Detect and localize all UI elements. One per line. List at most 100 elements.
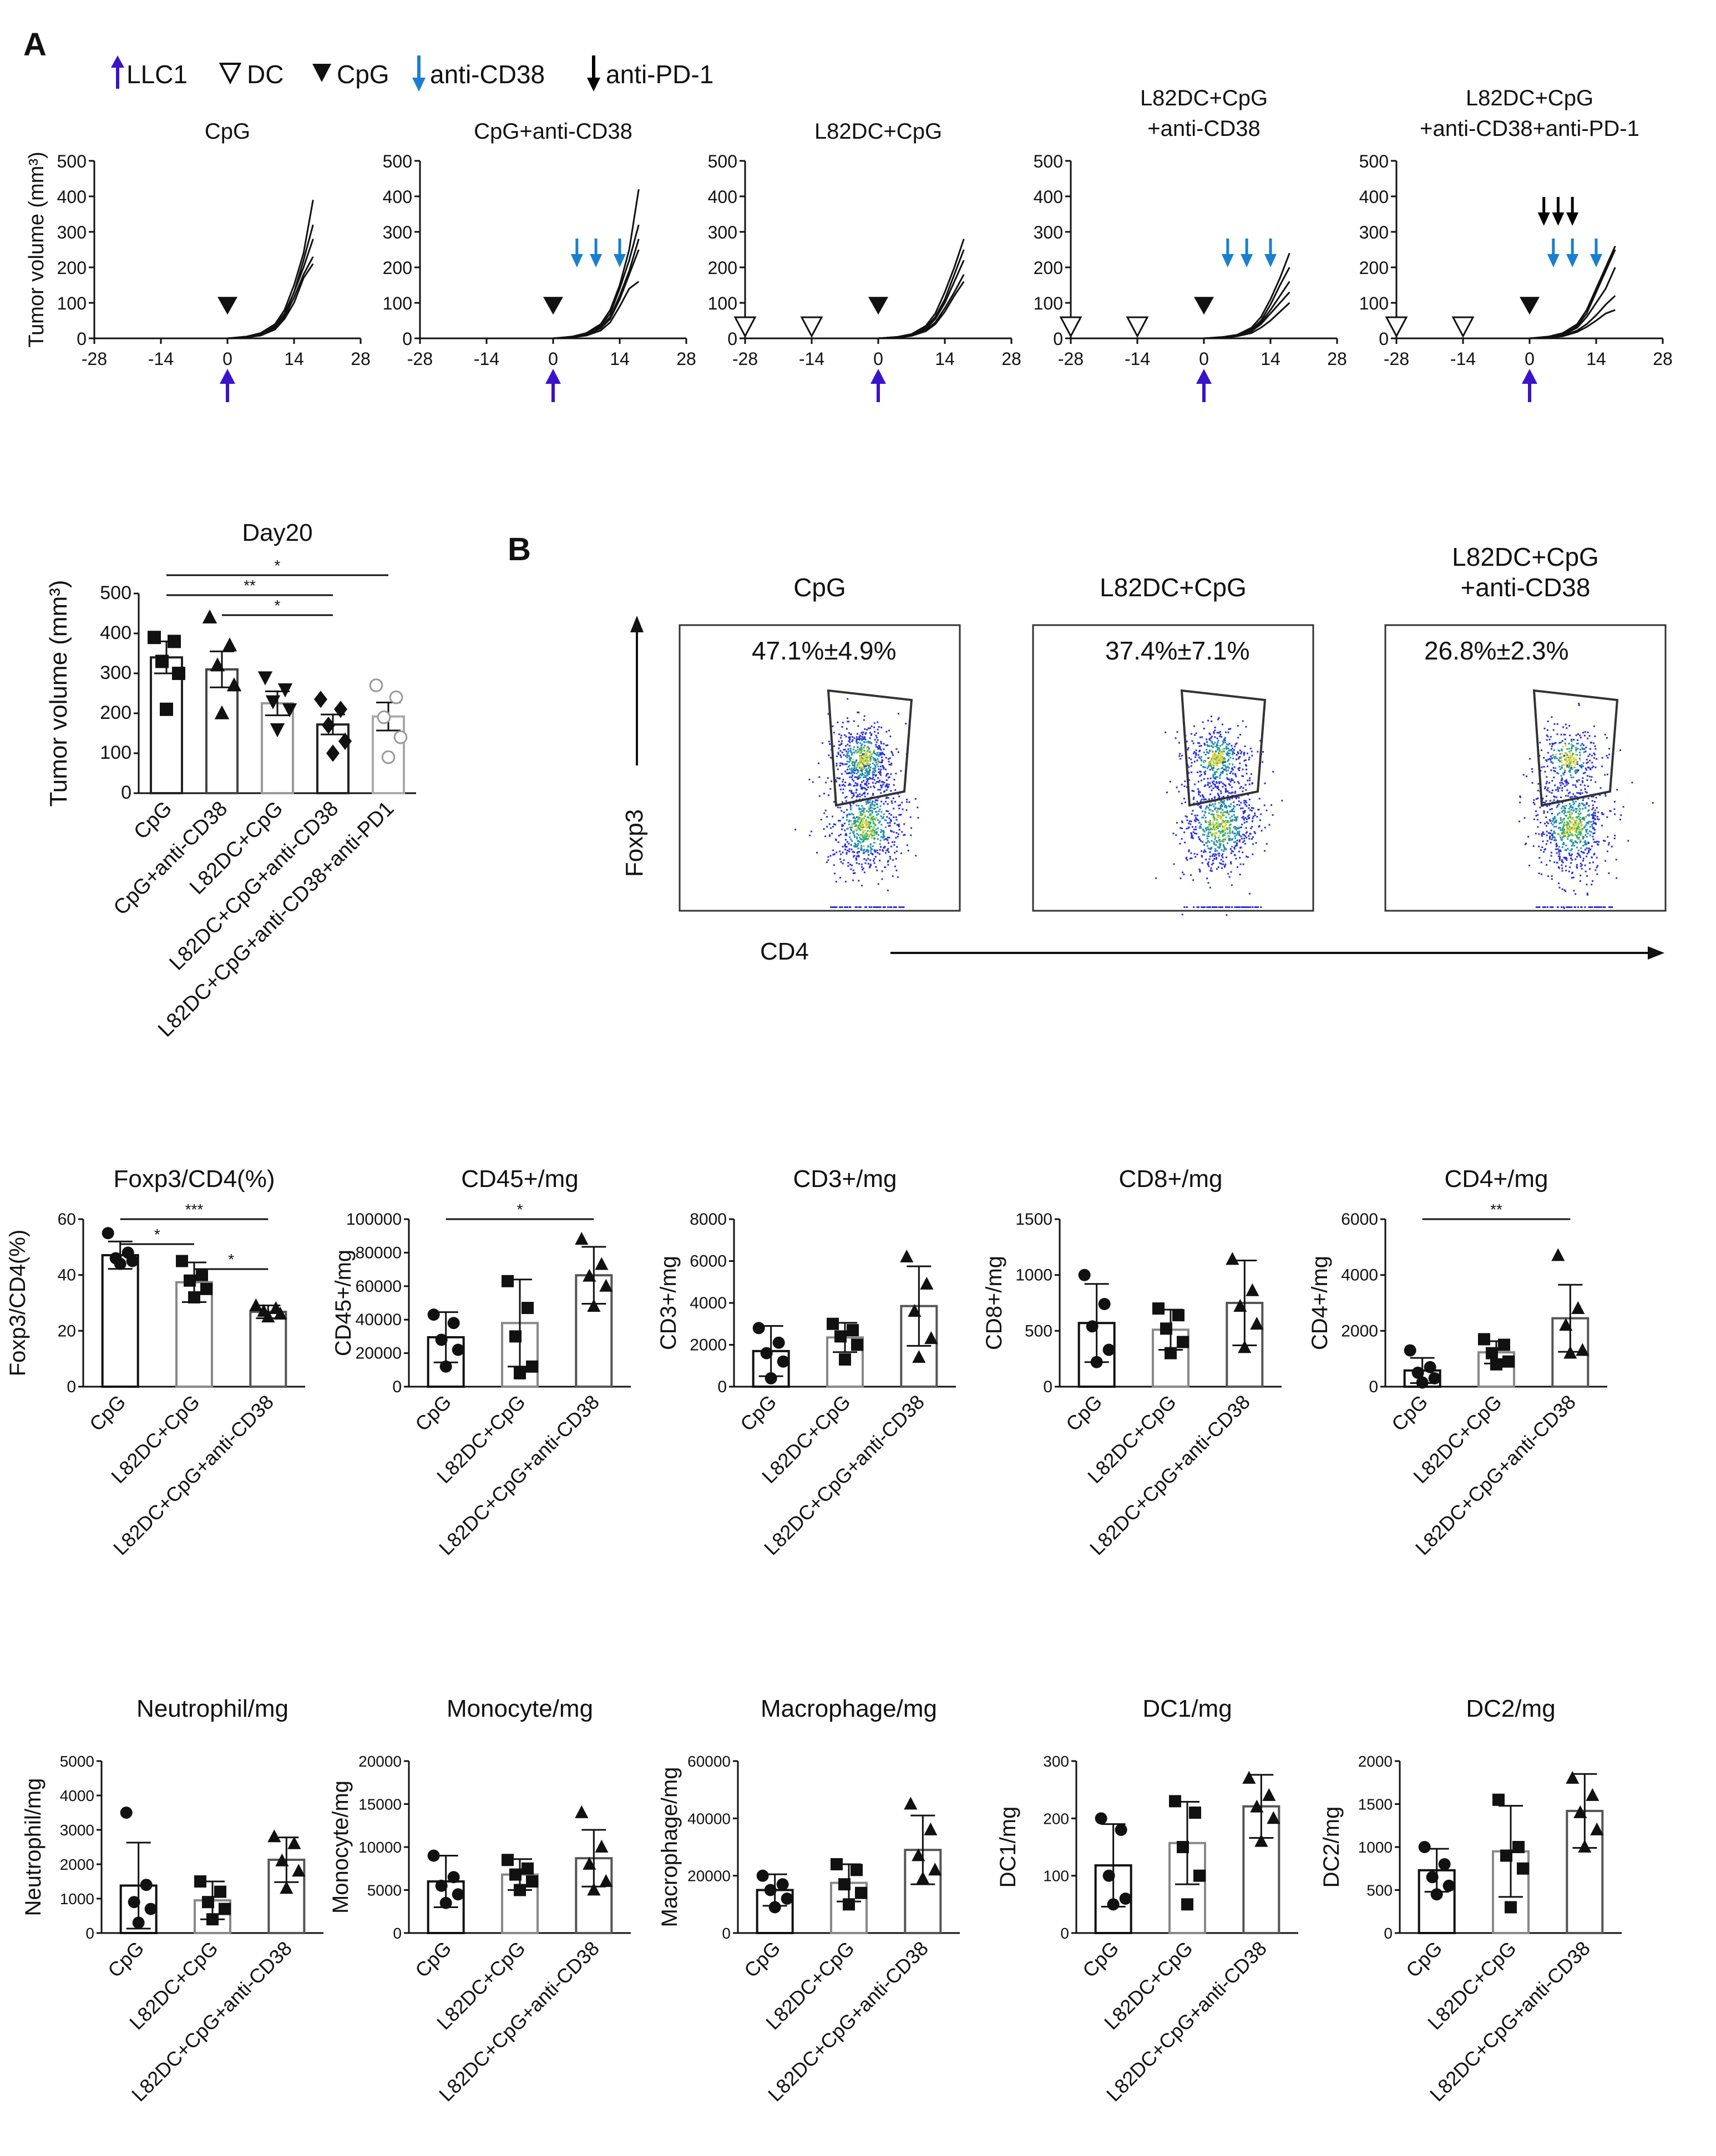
- foxp3-axis-arrow: [630, 616, 644, 765]
- chart-title: Neutrophil/mg: [136, 1695, 288, 1722]
- series-line-5: [1203, 302, 1290, 339]
- series-line-2: [1203, 267, 1290, 339]
- y-tick-label: 20000: [356, 1345, 402, 1363]
- bar-chart-macrophage-mg: Macrophage/mg Macrophage/mg 0 20000 40000 600…: [657, 1695, 960, 2106]
- anti-cd38-arrow-icon: [1264, 239, 1277, 267]
- data-point: [912, 1848, 925, 1861]
- data-point: [287, 1836, 301, 1849]
- tcell-bar-charts: Foxp3/CD4(%)Foxp3/CD4(%)0204060CpGL82DC+…: [6, 1165, 1607, 1560]
- series-line-5: [1529, 309, 1616, 339]
- x-tick-label: -28: [1384, 349, 1409, 369]
- y-tick-label: 100: [708, 293, 737, 313]
- data-point: [1250, 1799, 1264, 1813]
- llc1-arrow-icon: [220, 369, 235, 402]
- data-point: [1512, 1841, 1525, 1853]
- data-point: [765, 1372, 777, 1384]
- x-tick-label: 14: [1261, 349, 1280, 369]
- chart-title: L82DC+CpG: [814, 119, 942, 144]
- y-tick-label: 100: [1043, 1868, 1069, 1885]
- legend-dc-triangle-icon: [219, 63, 242, 85]
- series-line-5: [878, 281, 965, 339]
- data-point: [322, 717, 335, 734]
- flow-plot-frame: [1384, 624, 1667, 912]
- y-tick-label: 300: [1359, 222, 1389, 242]
- cpg-marker-icon: [1520, 297, 1540, 315]
- y-tick-label: 100: [100, 742, 131, 763]
- tumor-chart-3: L82DC+CpG 0 100 200 300 400 500 -28 -14 0 14 28: [708, 119, 1021, 402]
- data-point: [435, 1333, 448, 1346]
- data-point: [282, 703, 297, 718]
- y-tick-label: 300: [100, 662, 131, 683]
- x-category-label: CpG: [129, 797, 176, 844]
- data-point: [772, 1336, 785, 1349]
- y-tick-label: 6000: [690, 1252, 727, 1271]
- x-category-label: CpG: [1061, 1391, 1106, 1435]
- data-point: [587, 1883, 601, 1896]
- y-tick-label: 0: [121, 782, 131, 803]
- data-point: [1424, 1361, 1436, 1373]
- data-point: [265, 695, 281, 709]
- data-point: [1102, 1869, 1115, 1882]
- llc1-arrow-icon: [545, 369, 561, 402]
- anti-cd38-arrow-icon: [614, 239, 626, 267]
- data-point: [1267, 1811, 1280, 1824]
- y-tick-label: 0: [392, 1378, 402, 1396]
- data-point: [219, 1903, 231, 1915]
- x-tick-label: 28: [1327, 349, 1347, 369]
- data-point: [509, 1868, 522, 1881]
- y-tick-label: 200: [57, 258, 87, 278]
- data-point: [595, 1839, 609, 1853]
- y-tick-label: 1000: [1358, 1839, 1393, 1856]
- data-point: [155, 655, 169, 668]
- flow-event-cloud: [794, 698, 919, 908]
- day20-bar-chart: Day20 Tumor volume (mm³) 0 100 200 300 400 500 C…: [45, 519, 416, 1042]
- chart-title: CD4+/mg: [1444, 1165, 1548, 1193]
- x-tick-label: -28: [82, 349, 107, 369]
- y-tick-label: 4000: [60, 1787, 94, 1804]
- data-point: [439, 1360, 452, 1373]
- bar-chart-neutrophil-mg: Neutrophil/mg Neutrophil/mg 0 1000 2000 3000 4…: [21, 1695, 323, 2106]
- treg-gate: [1532, 689, 1619, 807]
- y-tick-label: 500: [57, 151, 87, 171]
- data-point: [904, 1797, 918, 1810]
- data-point: [132, 1916, 145, 1929]
- y-tick-label: 100: [57, 293, 87, 313]
- data-point: [427, 1849, 440, 1862]
- data-point: [1563, 1346, 1577, 1359]
- legend-cpg-triangle-icon: [312, 64, 331, 82]
- data-point: [447, 1317, 460, 1330]
- data-point: [1233, 1298, 1247, 1312]
- data-point: [1590, 1822, 1604, 1835]
- cpg-marker-icon: [217, 297, 237, 315]
- y-tick-label: 40000: [356, 1311, 402, 1329]
- flow-plot-frame: [1032, 624, 1314, 912]
- y-tick-label: 60: [58, 1210, 76, 1229]
- bar-chart-dc2-mg: DC2/mgDC2/mg0500100015002000CpGL82DC+CpG…: [1319, 1695, 1622, 2106]
- y-tick-label: 200: [1359, 258, 1389, 278]
- y-axis-label: Tumor volume (mm³): [25, 151, 48, 347]
- bar-chart-foxp3-cd4-: Foxp3/CD4(%)Foxp3/CD4(%)0204060CpGL82DC+…: [6, 1165, 305, 1560]
- chart-title: DC2/mg: [1466, 1695, 1555, 1722]
- y-tick-label: 60000: [356, 1277, 402, 1296]
- data-point: [114, 1257, 126, 1270]
- flow-percentage: 47.1%±4.9%: [752, 636, 897, 665]
- data-point: [599, 1874, 613, 1887]
- significance-label: **: [1490, 1201, 1502, 1218]
- x-category-label: CpG: [1401, 1937, 1446, 1982]
- y-tick-label: 0: [727, 329, 737, 349]
- y-tick-label: 500: [100, 582, 131, 603]
- y-tick-label: 200: [383, 258, 412, 278]
- y-tick-label: 1500: [1015, 1210, 1052, 1229]
- bar-chart-cd4-mg: CD4+/mgCD4+/mg0200040006000CpGL82DC+CpGL…: [1308, 1165, 1607, 1560]
- data-point: [1578, 1839, 1592, 1853]
- data-point: [261, 1309, 275, 1323]
- data-point: [1115, 1824, 1127, 1836]
- llc1-arrow-icon: [1196, 369, 1212, 402]
- data-point: [1551, 1248, 1565, 1261]
- y-tick-label: 200: [1043, 1810, 1069, 1827]
- y-tick-label: 15000: [358, 1796, 402, 1813]
- data-point: [912, 1350, 926, 1363]
- bar-chart-monocyte-mg: Monocyte/mg Monocyte/mg 0 5000 10000 15000 200…: [328, 1695, 631, 2106]
- y-tick-label: 40: [58, 1266, 76, 1285]
- data-point: [777, 1355, 789, 1368]
